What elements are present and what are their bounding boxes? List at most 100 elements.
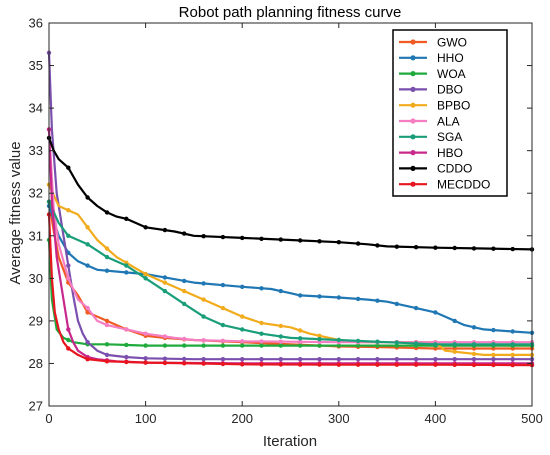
axes-box [48, 22, 533, 407]
point-cddo [85, 195, 90, 200]
point-mecddo [66, 346, 71, 351]
point-sga [66, 233, 71, 238]
series-line-ala [47, 129, 532, 344]
point-dbo [298, 357, 303, 362]
point-woa [278, 343, 283, 348]
legend-label-mecddo: MECDDO [437, 178, 490, 192]
legend-label-gwo: GWO [437, 35, 467, 49]
point-sga [510, 342, 515, 347]
point-mecddo [240, 362, 245, 367]
point-dbo [317, 357, 322, 362]
point-sga [104, 254, 110, 260]
point-cddo [278, 237, 283, 242]
y-tick-label: 30 [29, 271, 43, 286]
point-woa [375, 343, 380, 348]
point-bpbo [317, 333, 322, 338]
point-hho [162, 275, 168, 280]
point-sga [355, 338, 361, 344]
point-bpbo [278, 323, 283, 329]
point-sga [433, 342, 438, 347]
y-tick-label: 34 [29, 101, 43, 116]
point-sga [240, 327, 245, 332]
x-axis-label: Iteration [263, 433, 317, 450]
legend-marker-hbo [410, 150, 416, 156]
legend-marker-cddo [410, 165, 416, 171]
series-cddo [46, 135, 535, 252]
point-woa [104, 342, 110, 347]
point-ala [143, 331, 148, 336]
point-hbo [66, 327, 71, 332]
point-sga [452, 342, 457, 347]
point-sga [182, 301, 187, 307]
point-sga [317, 337, 322, 342]
y-tick-label: 33 [29, 143, 43, 158]
x-tick-label: 100 [135, 411, 157, 426]
y-tick-label: 27 [29, 399, 43, 414]
legend-marker-sga [410, 134, 416, 140]
chart-title: Robot path planning fitness curve [179, 4, 402, 21]
point-bpbo [182, 288, 187, 294]
point-dbo [355, 357, 361, 362]
point-woa [317, 343, 322, 348]
x-tick-label: 400 [425, 411, 447, 426]
point-cddo [510, 246, 515, 252]
point-bpbo [143, 271, 148, 277]
point-bpbo [85, 225, 90, 230]
legend-label-cddo: CDDO [437, 162, 472, 176]
point-dbo [85, 340, 90, 345]
legend-marker-hho [410, 55, 416, 61]
point-dbo [394, 357, 399, 362]
legend-label-hho: HHO [437, 51, 464, 65]
point-dbo [413, 357, 419, 362]
point-dbo [182, 356, 187, 362]
point-mecddo [298, 362, 303, 367]
point-woa [143, 343, 148, 348]
point-mecddo [433, 362, 438, 367]
point-cddo [317, 239, 322, 244]
point-cddo [375, 243, 380, 248]
point-hho [278, 288, 283, 294]
legend-label-hbo: HBO [437, 146, 463, 160]
series-line-hho [47, 205, 533, 334]
y-tick-label: 28 [29, 356, 43, 371]
legend-item-ala: ALA [399, 114, 460, 128]
point-sga [298, 336, 303, 341]
point-hho [85, 263, 90, 268]
series-sga [46, 199, 535, 347]
point-sga [336, 337, 341, 343]
point-hho [433, 310, 438, 315]
legend-marker-woa [410, 71, 416, 77]
point-hho [240, 284, 245, 289]
x-tick-label: 200 [231, 411, 253, 426]
point-mecddo [104, 359, 110, 364]
point-mecddo [220, 361, 226, 367]
point-bpbo [510, 352, 515, 358]
point-cddo [220, 234, 226, 240]
point-mecddo [201, 361, 206, 366]
point-mecddo [394, 362, 399, 367]
series-line-woa [47, 239, 532, 347]
point-woa [66, 337, 71, 343]
legend-item-gwo: GWO [399, 35, 467, 49]
point-dbo [471, 357, 477, 362]
point-ala [162, 334, 168, 339]
legend-label-sga: SGA [437, 130, 462, 144]
legend-marker-dbo [410, 86, 416, 92]
point-cddo [182, 231, 187, 236]
point-bpbo [471, 351, 477, 357]
point-dbo [201, 357, 206, 362]
point-dbo [510, 357, 515, 362]
point-dbo [433, 357, 438, 362]
legend-item-woa: WOA [399, 67, 466, 81]
point-hho [259, 286, 264, 291]
point-hho [124, 270, 129, 275]
point-woa [259, 343, 264, 348]
legend-item-mecddo: MECDDO [399, 178, 490, 192]
point-woa [298, 343, 303, 348]
point-bpbo [452, 349, 457, 354]
legend-item-bpbo: BPBO [399, 99, 470, 113]
point-dbo [491, 357, 496, 362]
point-sga [162, 288, 168, 294]
point-ala [201, 338, 206, 343]
